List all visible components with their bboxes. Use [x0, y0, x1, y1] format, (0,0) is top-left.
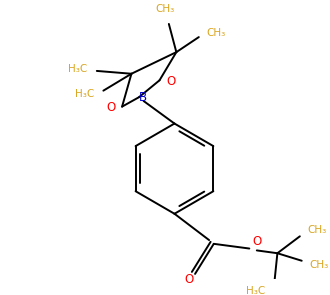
Text: CH₃: CH₃	[155, 4, 175, 14]
Text: CH₃: CH₃	[307, 225, 327, 235]
Text: H₃C: H₃C	[246, 286, 265, 295]
Text: B: B	[139, 91, 147, 104]
Text: O: O	[185, 273, 194, 286]
Text: O: O	[106, 101, 116, 114]
Text: CH₃: CH₃	[206, 28, 225, 38]
Text: O: O	[252, 235, 261, 248]
Text: H₃C: H₃C	[68, 64, 87, 74]
Text: H₃C: H₃C	[75, 89, 94, 99]
Text: CH₃: CH₃	[309, 260, 328, 270]
Text: O: O	[166, 75, 175, 88]
